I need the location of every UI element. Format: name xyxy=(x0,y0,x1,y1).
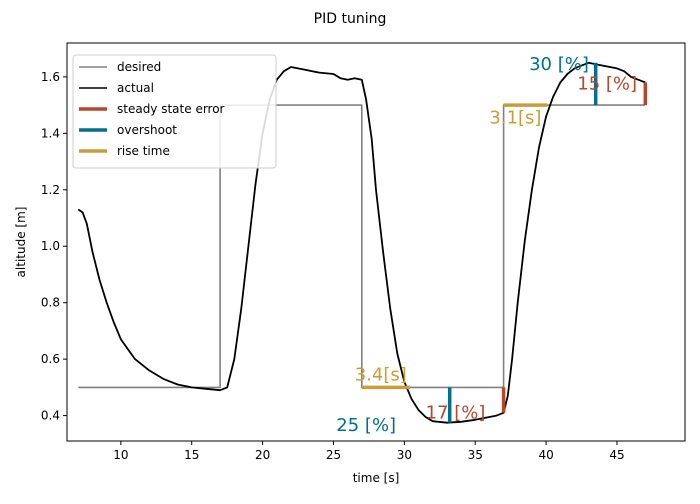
x-axis-label: time [s] xyxy=(353,471,400,485)
y-tick-label: 0.8 xyxy=(41,296,60,310)
y-tick-label: 0.4 xyxy=(41,409,60,423)
legend: desired actual steady state error overshoot… xyxy=(72,54,277,169)
legend-label: steady state error xyxy=(117,102,225,116)
series-line-actual xyxy=(77,61,646,424)
y-tick-label: 0.6 xyxy=(41,352,60,366)
y-tick-label: 1.4 xyxy=(41,126,60,140)
y-tick-label: 1.0 xyxy=(41,239,60,253)
legend-label: overshoot xyxy=(117,123,177,137)
annotation-label: 30 [%] xyxy=(529,54,589,75)
annotation-label: 3.4[s] xyxy=(355,364,407,385)
y-tick-label: 1.6 xyxy=(41,70,60,84)
x-tick-label: 15 xyxy=(184,448,199,462)
y-axis: 0.4 0.6 0.8 1.0 1.2 1.4 1.6 xyxy=(41,70,67,423)
x-tick-label: 30 xyxy=(397,448,412,462)
chart-title: PID tuning xyxy=(314,11,387,27)
plot-area: 3.4[s] 3.1[s] 25 [%] 30 [%] 17 [%] 15 [%] xyxy=(77,54,648,436)
x-tick-label: 45 xyxy=(609,448,624,462)
plot-frame xyxy=(66,42,686,442)
legend-label: rise time xyxy=(117,144,170,158)
legend-label: desired xyxy=(117,60,161,74)
annotation-label: 15 [%] xyxy=(577,74,637,95)
annotation-label: 3.1[s] xyxy=(489,107,541,128)
x-tick-label: 35 xyxy=(468,448,483,462)
series-line-desired xyxy=(78,104,646,389)
legend-box xyxy=(72,54,277,169)
legend-label: actual xyxy=(117,81,154,95)
x-axis: 10 15 20 25 30 35 40 45 xyxy=(113,441,625,462)
x-tick-label: 20 xyxy=(255,448,270,462)
y-tick-label: 1.2 xyxy=(41,183,60,197)
x-tick-label: 25 xyxy=(326,448,341,462)
annotation-label: 25 [%] xyxy=(336,415,396,436)
x-tick-label: 40 xyxy=(538,448,553,462)
x-tick-label: 10 xyxy=(113,448,128,462)
y-axis-label: altitude [m] xyxy=(14,207,28,278)
annotation-label: 17 [%] xyxy=(426,402,486,423)
